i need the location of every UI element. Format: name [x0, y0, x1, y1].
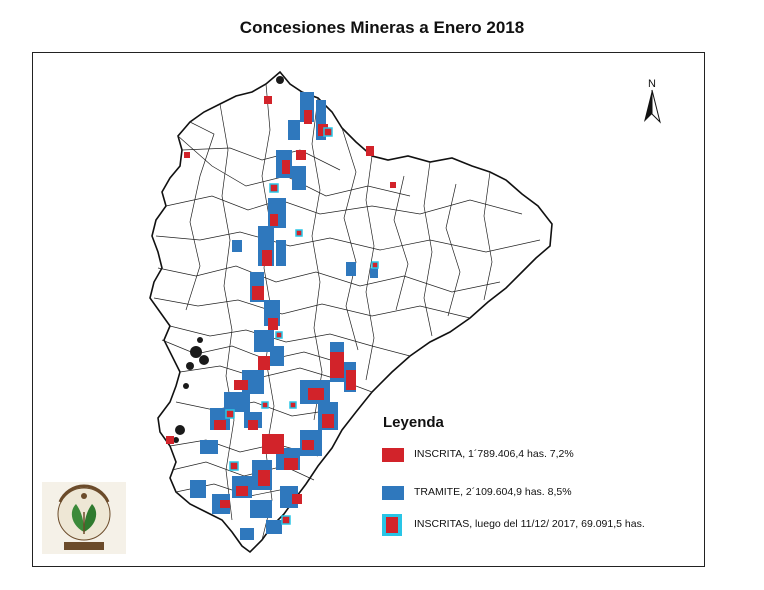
legend-label: INSCRITAS, luego del 11/12/ 2017, 69.091… [414, 518, 645, 530]
urban-clusters [173, 76, 284, 443]
country-outline [149, 70, 553, 554]
legend-label: TRAMITE, 2´109.604,9 has. 8,5% [414, 486, 572, 498]
tramite-swatch [382, 486, 404, 500]
leaf-logo-icon [57, 484, 111, 550]
inscrita-swatch [382, 448, 404, 462]
legend-label: INSCRITA, 1´789.406,4 has. 7,2% [414, 448, 574, 460]
legend-title: Leyenda [383, 414, 444, 431]
north-arrow-icon [644, 89, 661, 124]
asamblea-logo [42, 482, 126, 554]
north-arrow: N [637, 78, 667, 124]
recent-concessions [225, 127, 379, 525]
map-frame [32, 52, 705, 567]
inscrita-concessions [166, 96, 396, 508]
parish-boundaries [153, 83, 541, 541]
north-label: N [648, 78, 656, 90]
recent-swatch [382, 514, 402, 536]
map-title: Concesiones Mineras a Enero 2018 [239, 18, 525, 37]
